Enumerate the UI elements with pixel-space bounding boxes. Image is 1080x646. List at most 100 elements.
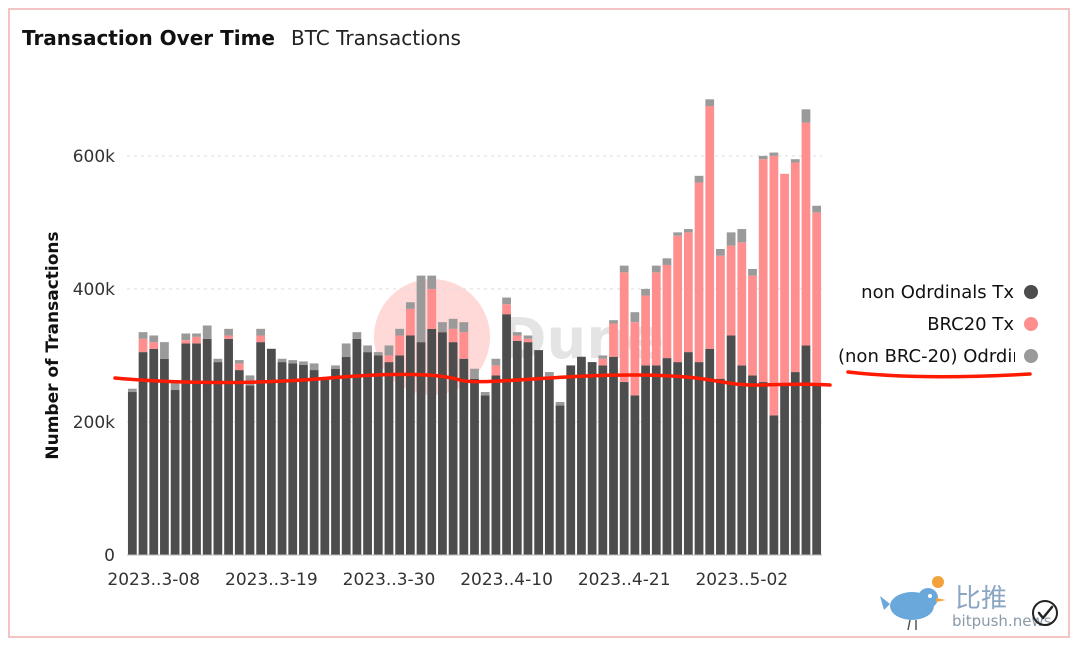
x-tick-label: 2023..5-02 — [695, 570, 788, 590]
bar-segment — [213, 362, 223, 555]
bar-segment — [801, 122, 811, 346]
bar-segment — [598, 355, 608, 359]
bar-segment — [256, 342, 266, 555]
bar-segment — [459, 322, 469, 333]
bar-segment — [577, 356, 586, 555]
bar-segment — [555, 402, 565, 406]
bar-segment — [405, 302, 415, 309]
bar-segment — [160, 342, 169, 359]
bar-segment — [769, 152, 779, 156]
bar-segment — [726, 232, 736, 246]
legend-swatch-icon — [1024, 285, 1038, 299]
bar-segment — [149, 335, 159, 343]
bar-segment — [651, 365, 661, 555]
bar-segment — [512, 332, 522, 336]
bar-segment — [673, 232, 683, 236]
trend-annotation-line — [113, 372, 832, 387]
bar-segment — [662, 358, 672, 555]
bar-segment — [566, 365, 576, 555]
bar-segment — [138, 352, 148, 555]
x-tick-label: 2023..3-19 — [225, 570, 318, 590]
bar-segment — [619, 382, 629, 555]
bar-segment — [192, 336, 201, 344]
bar-segment — [384, 362, 394, 555]
bar-segment — [502, 304, 511, 315]
bar-segment — [790, 162, 800, 373]
bar-segment — [491, 358, 501, 366]
bar-segment — [491, 365, 501, 376]
bar-segment — [758, 159, 768, 383]
bar-segment — [352, 332, 362, 339]
bar-segment — [491, 375, 501, 555]
y-tick-label: 400k — [73, 280, 115, 300]
bar-segment — [758, 155, 768, 160]
bar-segment — [812, 212, 822, 386]
x-tick-label: 2023..3-30 — [343, 570, 436, 590]
bar-segment — [641, 288, 650, 296]
bar-segment — [619, 272, 629, 383]
bar-segment — [748, 275, 757, 376]
brand-name: 比推 — [955, 584, 1008, 614]
bar-segment — [245, 385, 255, 555]
bar-segment — [758, 382, 768, 555]
bar-segment — [641, 295, 650, 366]
bar-segment — [277, 362, 287, 555]
bar-segment — [149, 348, 159, 555]
bar-segment — [523, 342, 533, 555]
bar-segment — [673, 362, 683, 555]
bar-segment — [812, 205, 822, 213]
bar-segment — [683, 229, 693, 233]
bar-segment — [234, 363, 244, 371]
bar-segment — [181, 343, 191, 555]
bar-segment — [480, 392, 490, 396]
bar-segment — [438, 322, 447, 333]
bar-segment — [780, 173, 789, 386]
bar-segment — [341, 343, 351, 357]
y-tick-label: 600k — [73, 147, 115, 167]
bar-segment — [256, 328, 266, 336]
bar-segment — [234, 360, 244, 364]
bar-segment — [138, 338, 148, 353]
bar-segment — [641, 365, 650, 555]
bar-segment — [780, 385, 789, 555]
bar-segment — [737, 242, 747, 366]
bar-segment — [448, 328, 458, 343]
bar-segment — [427, 328, 437, 555]
bar-segment — [801, 109, 811, 123]
bar-segment — [448, 318, 458, 329]
bar-segment — [427, 275, 437, 289]
bar-segment — [502, 314, 511, 555]
bar-segment — [630, 322, 640, 396]
bar-segment — [651, 265, 661, 273]
bar-segment — [598, 358, 608, 366]
bar-segment — [384, 345, 394, 356]
bar-segment — [801, 345, 811, 555]
legend-annotation-underline — [846, 370, 1032, 379]
bar-segment — [245, 375, 255, 386]
bar-segment — [705, 99, 715, 106]
bar-segment — [694, 182, 704, 363]
bar-segment — [737, 229, 747, 243]
bar-segment — [202, 325, 212, 339]
bar-segment — [523, 335, 533, 339]
bar-segment — [363, 345, 372, 353]
bar-segment — [694, 362, 704, 555]
bar-segment — [748, 268, 757, 276]
bar-segment — [299, 361, 308, 365]
bar-segment — [395, 355, 405, 555]
bar-segment — [299, 364, 308, 555]
x-tick-label: 2023..3-08 — [107, 570, 200, 590]
bar-segment — [288, 363, 298, 555]
bar-segment — [502, 297, 511, 305]
bar-segment — [609, 320, 618, 324]
bar-segment — [309, 363, 319, 371]
bar-segment — [341, 356, 351, 555]
y-axis-label: Number of Transactions — [43, 231, 63, 459]
x-axis: 2023..3-08 2023..3-19 2023..3-30 2023..4-10… — [107, 554, 822, 590]
bar-segment — [619, 265, 629, 273]
bar-segment — [662, 264, 672, 359]
bar-segment — [127, 388, 137, 393]
bar-segment — [651, 272, 661, 366]
bar-segment — [331, 368, 340, 555]
